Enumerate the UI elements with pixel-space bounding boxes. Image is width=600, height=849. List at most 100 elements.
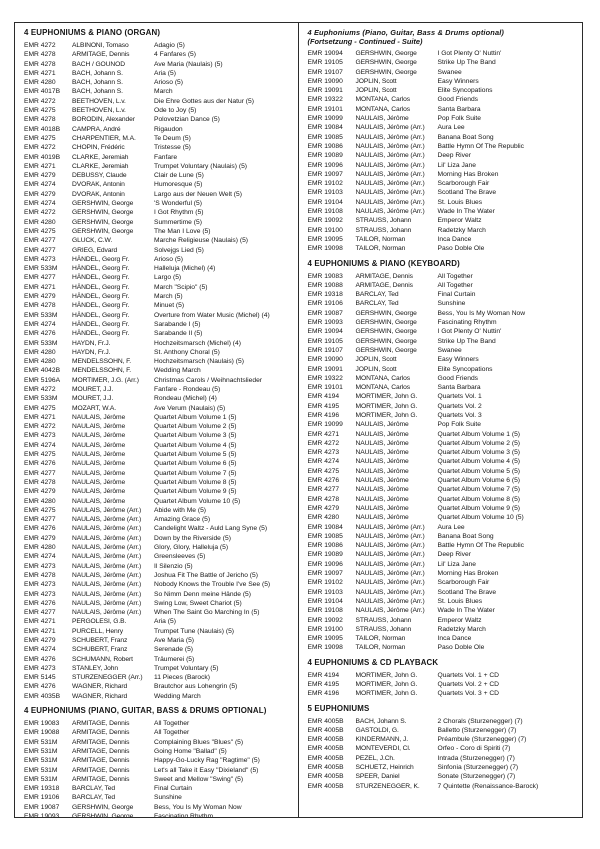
row-composer: MONTEVERDI, Cl. (355, 745, 411, 753)
row-code: EMR 4279 (24, 172, 56, 180)
row-composer: STRAUSS, Johann (355, 217, 412, 225)
row-code: EMR 4017B (24, 88, 61, 96)
table-row: EMR 19105 GERSHWIN, George Strike Up The… (308, 337, 576, 346)
table-row: EMR 4279 NAULAIS, Jérôme Quartet Album V… (24, 487, 291, 496)
row-title: Easy Winners (437, 77, 479, 85)
row-composer: CHOPIN, Frédéric (72, 144, 125, 152)
row-title: When The Saint Go Marching In (5) (154, 609, 260, 617)
section-euphoniums-piano-keyboard: 4 EUPHONIUMS & PIANO (KEYBOARD) EMR 1908… (308, 259, 576, 653)
row-code: EMR 4275 (307, 467, 340, 475)
table-row: EMR 19093 GERSHWIN, George Fascinating R… (24, 812, 291, 817)
row-composer: PEZEL, J.Ch. (355, 754, 395, 762)
table-row: EMR 19089 NAULAIS, Jérôme (Arr.) Deep Ri… (308, 550, 576, 559)
table-row: EMR 4196 MORTIMER, John G. Quartets Vol.… (308, 411, 576, 420)
row-composer: PERGOLESI, G.B. (72, 618, 127, 626)
table-row: EMR 19106 BARCLAY, Ted Sunshine (24, 793, 291, 802)
row-title: Scarborough Fair (437, 579, 490, 587)
row-code: EMR 4277 (24, 469, 56, 477)
row-composer: NAULAIS, Jérôme (355, 421, 409, 429)
table-row: EMR 4273 NAULAIS, Jérôme (Arr.) Il Silen… (24, 562, 291, 571)
row-code: EMR 19085 (307, 532, 343, 540)
table-row: EMR 4277 GRIEG, Edvard Solvejgs Lied (5) (24, 246, 291, 255)
table-row: EMR 19095 TAILOR, Norman Inca Dance (308, 235, 576, 244)
row-code: EMR 4273 (24, 664, 56, 672)
table-row: EMR 4277 GLUCK, C.W. Marche Religieuse (… (24, 236, 291, 245)
row-composer: NAULAIS, Jérôme (72, 441, 126, 449)
row-composer: ARMITAGE, Dennis (72, 747, 130, 755)
table-row: EMR 19091 JOPLIN, Scott Elite Syncopatio… (308, 365, 576, 374)
row-composer: STRAUSS, Johann (355, 625, 412, 633)
row-code: EMR 4271 (24, 69, 56, 77)
row-code: EMR 4271 (24, 283, 56, 291)
row-composer: CLARKE, Jeremiah (72, 153, 129, 161)
table-row: EMR 19105 GERSHWIN, George Strike Up The… (308, 58, 576, 67)
row-title: Fascinating Rhythm (154, 813, 214, 817)
catalog-rows: EMR 4194 MORTIMER, John G. Quartets Vol.… (308, 671, 576, 699)
row-composer: DVORAK, Antonin (72, 190, 125, 198)
table-row: EMR 531M ARMITAGE, Dennis Sweet and Mell… (24, 775, 291, 784)
table-row: EMR 4278 NAULAIS, Jérôme Quartet Album V… (24, 478, 291, 487)
row-composer: STANLEY, John (72, 664, 119, 672)
row-code: EMR 19087 (24, 803, 60, 811)
table-row: EMR 19108 NAULAIS, Jérôme (Arr.) Wade In… (308, 207, 576, 216)
row-code: EMR 4196 (307, 690, 340, 698)
table-row: EMR 4272 NAULAIS, Jérôme Quartet Album V… (308, 439, 576, 448)
row-composer: GLUCK, C.W. (72, 237, 113, 245)
row-code: EMR 4276 (24, 330, 56, 338)
row-code: EMR 19105 (307, 337, 343, 345)
row-composer: NAULAIS, Jérôme (72, 497, 126, 505)
row-code: EMR 5145 (24, 674, 56, 682)
row-composer: NAULAIS, Jérôme (Arr.) (355, 198, 425, 206)
row-title: Lil' Liza Jane (437, 161, 476, 169)
row-composer: NAULAIS, Jérôme (Arr.) (355, 560, 425, 568)
row-composer: JOPLIN, Scott (355, 356, 397, 364)
row-title: All Together (154, 720, 190, 728)
table-row: EMR 4276 NAULAIS, Jérôme (Arr.) Swing Lo… (24, 599, 291, 608)
row-title: Aura Lee (437, 124, 465, 132)
table-row: EMR 19103 NAULAIS, Jérôme (Arr.) Scotlan… (308, 188, 576, 197)
row-code: EMR 19090 (307, 356, 343, 364)
row-composer: STRAUSS, Johann (355, 616, 412, 624)
row-code: EMR 19085 (307, 133, 343, 141)
section-five-euphoniums: 5 EUPHONIUMS EMR 4005B BACH, Johann S. 2… (308, 704, 576, 791)
table-row: EMR 4272 ALBINONI, Tomaso Adagio (5) (24, 41, 291, 50)
table-row: EMR 19102 NAULAIS, Jérôme (Arr.) Scarbor… (308, 578, 576, 587)
row-title: I Got Plenty O' Nuttin' (437, 328, 502, 336)
table-row: EMR 19097 NAULAIS, Jérôme (Arr.) Morning… (308, 170, 576, 179)
row-title: All Together (437, 281, 473, 289)
table-row: EMR 19102 NAULAIS, Jérôme (Arr.) Scarbor… (308, 179, 576, 188)
row-title: Elite Syncopations (437, 365, 493, 373)
row-title: Quartet Album Volume 4 (5) (437, 458, 521, 466)
row-title: Sarabande II (5) (154, 330, 203, 338)
row-code: EMR 4275 (24, 134, 56, 142)
table-row: EMR 4005B PEZEL, J.Ch. Intrada (Sturzene… (308, 754, 576, 763)
row-code: EMR 4275 (24, 451, 56, 459)
row-composer: BARCLAY, Ted (72, 785, 116, 793)
section-rhythm-optional-continued: 4 Euphoniums (Piano, Guitar, Bass & Drum… (308, 28, 576, 254)
row-title: Swanee (437, 346, 462, 354)
row-title: Arioso (5) (154, 255, 183, 263)
row-composer: NAULAIS, Jérôme (Arr.) (355, 180, 425, 188)
row-composer: NAULAIS, Jérôme (Arr.) (355, 542, 425, 550)
table-row: EMR 531M ARMITAGE, Dennis Happy-Go-Lucky… (24, 756, 291, 765)
row-code: EMR 4274 (24, 646, 56, 654)
row-code: EMR 4005B (307, 745, 344, 753)
row-code: EMR 4275 (24, 404, 56, 412)
row-code: EMR 4274 (24, 320, 56, 328)
row-composer: BORODIN, Alexander (72, 116, 135, 124)
table-row: EMR 4278 ARMITAGE, Dennis 4 Fanfares (5) (24, 50, 291, 59)
row-code: EMR 4271 (24, 413, 56, 421)
table-row: EMR 4194 MORTIMER, John G. Quartets Vol.… (308, 671, 576, 680)
table-row: EMR 4279 DEBUSSY, Claude Clair de Lune (… (24, 171, 291, 180)
table-row: EMR 533M HAYDN, Fr.J. Hochzeitsmarsch (M… (24, 339, 291, 348)
table-row: EMR 19318 BARCLAY, Ted Final Curtain (24, 784, 291, 793)
row-title: Préambule (Sturzenegger) (7) (437, 736, 527, 744)
row-code: EMR 19097 (307, 570, 343, 578)
table-row: EMR 19088 ARMITAGE, Dennis All Together (308, 281, 576, 290)
row-code: EMR 4276 (24, 599, 56, 607)
table-row: EMR 4271 PURCELL, Henry Trumpet Tune (Na… (24, 627, 291, 636)
row-composer: HÄNDEL, Georg Fr. (72, 255, 130, 263)
row-title: Tristesse (5) (154, 144, 191, 152)
row-code: EMR 4272 (24, 144, 56, 152)
row-composer: ARMITAGE, Dennis (72, 51, 130, 59)
